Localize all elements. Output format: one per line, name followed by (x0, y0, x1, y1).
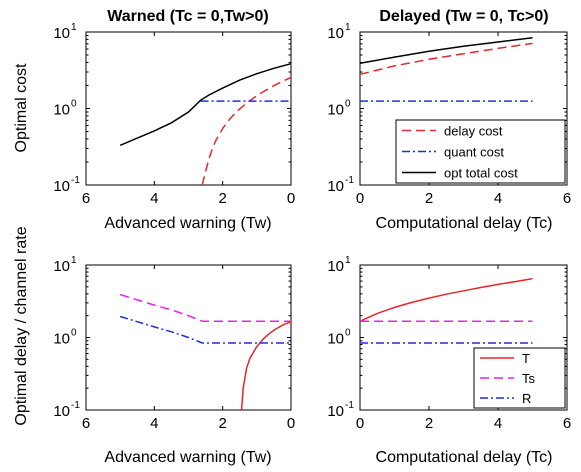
panel-warned-cost: Warned (Tc = 0,Tw>0) Advanced warning (T… (53, 8, 295, 232)
y-tick-label: 10 (327, 25, 344, 42)
y-tick-label: 10 (53, 25, 70, 42)
y-tick-exponent: 1 (345, 22, 351, 33)
y-tick-exponent: 0 (71, 328, 77, 339)
x-tick-label: 2 (218, 190, 226, 207)
legend: delay cost quant cost opt total cost (395, 119, 566, 184)
x-tick-label: 6 (82, 415, 90, 432)
series-line-R (119, 315, 291, 344)
x-axis-label: Computational delay (Tc) (376, 215, 553, 232)
legend-label-delay: delay cost (444, 124, 503, 139)
series-line-total (359, 37, 533, 65)
y-tick-exponent: 1 (71, 22, 77, 33)
series-line-T (240, 320, 292, 411)
x-tick-label: 0 (356, 415, 364, 432)
ylabel-top: Optimal cost (13, 63, 30, 152)
panel-title: Warned (Tc = 0,Tw>0) (107, 8, 269, 25)
y-tick-exponent: 0 (71, 99, 77, 110)
x-axis-label: Advanced warning (Tw) (104, 449, 271, 466)
y-tick-label: 10 (53, 102, 70, 119)
y-tick-label: 10 (53, 258, 70, 275)
x-tick-label: 2 (425, 415, 433, 432)
x-tick-label: 2 (425, 190, 433, 207)
legend-label-R: R (522, 391, 531, 406)
x-tick-label: 4 (150, 190, 158, 207)
y-tick-exponent: 1 (345, 255, 351, 266)
y-tick-exponent: -1 (71, 400, 80, 411)
series-line-total (119, 62, 292, 146)
y-tick-exponent: -1 (345, 175, 354, 186)
y-tick-label: 10 (53, 178, 70, 195)
x-axis-label: Computational delay (Tc) (376, 449, 553, 466)
x-tick-label: 0 (356, 190, 364, 207)
y-tick-exponent: -1 (345, 400, 354, 411)
panel-title: Delayed (Tw = 0, Tc>0) (379, 8, 548, 25)
y-tick-label: 10 (327, 258, 344, 275)
legend: T Ts R (473, 347, 566, 409)
series-line-delay (359, 42, 533, 76)
legend-label-Ts: Ts (522, 371, 536, 386)
ylabel-bottom: Optimal delay / channel rate (13, 226, 30, 425)
x-tick-label: 4 (494, 190, 502, 207)
x-tick-label: 6 (82, 190, 90, 207)
y-tick-label: 10 (327, 331, 344, 348)
panel-delayed-cost: Delayed (Tw = 0, Tc>0) Computational del… (327, 8, 571, 232)
y-tick-exponent: 1 (71, 255, 77, 266)
y-tick-label: 10 (53, 331, 70, 348)
x-axis-label: Advanced warning (Tw) (104, 215, 271, 232)
x-tick-label: 6 (563, 190, 571, 207)
y-tick-exponent: -1 (71, 175, 80, 186)
series-line-Ts (119, 293, 291, 322)
x-tick-label: 0 (287, 415, 295, 432)
legend-label-quant: quant cost (444, 145, 504, 160)
x-tick-label: 4 (494, 415, 502, 432)
y-tick-exponent: 0 (345, 328, 351, 339)
x-tick-label: 4 (150, 415, 158, 432)
plot-frame (85, 31, 292, 186)
x-tick-label: 0 (287, 190, 295, 207)
series-line-delay (201, 76, 292, 186)
legend-label-total: opt total cost (444, 166, 518, 181)
legend-label-T: T (522, 351, 530, 366)
y-tick-exponent: 0 (345, 99, 351, 110)
x-tick-label: 6 (563, 415, 571, 432)
y-tick-label: 10 (327, 403, 344, 420)
y-tick-label: 10 (327, 102, 344, 119)
series-line-T (359, 277, 533, 322)
y-tick-label: 10 (327, 178, 344, 195)
x-tick-label: 2 (218, 415, 226, 432)
y-tick-label: 10 (53, 403, 70, 420)
